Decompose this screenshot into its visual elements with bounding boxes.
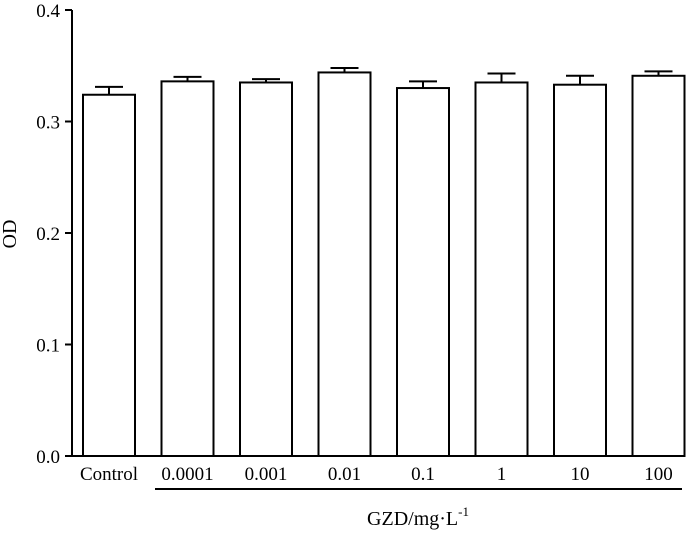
bar [631,74,686,457]
y-tick-label: 0.2 [36,224,60,245]
y-tick-label: 0.1 [36,336,60,357]
x-axis-label-superscript: -1 [458,504,469,519]
y-tick-label: 0.4 [36,1,60,22]
x-tick-label: 0.001 [245,464,288,485]
bar [317,71,372,457]
y-tick-label: 0.3 [36,113,60,134]
x-tick-label: 1 [497,464,507,485]
x-tick-label: 100 [644,464,673,485]
x-axis-label: GZD/mg·L-1 [367,504,469,530]
x-tick-label: Control [80,464,138,485]
y-ticks-group: 0.0 0.1 0.2 0.3 0.4 [36,1,72,468]
bar [474,81,529,457]
x-tick-labels-group: Control 0.0001 0.001 0.01 0.1 1 10 100 [80,464,673,485]
bar [239,81,293,457]
bar [82,93,136,458]
x-tick-label: 0.0001 [161,464,213,485]
bar [160,80,215,458]
bar [553,83,607,458]
y-axis-label: OD [0,220,21,249]
x-axis-label-main: GZD/mg·L [367,508,458,530]
bar [396,87,450,458]
bars-group [82,71,686,458]
x-tick-label: 10 [571,464,590,485]
error-bars-group [95,66,673,95]
x-tick-label: 0.01 [328,464,361,485]
y-tick-label: 0.0 [36,447,60,468]
x-tick-label: 0.1 [411,464,435,485]
